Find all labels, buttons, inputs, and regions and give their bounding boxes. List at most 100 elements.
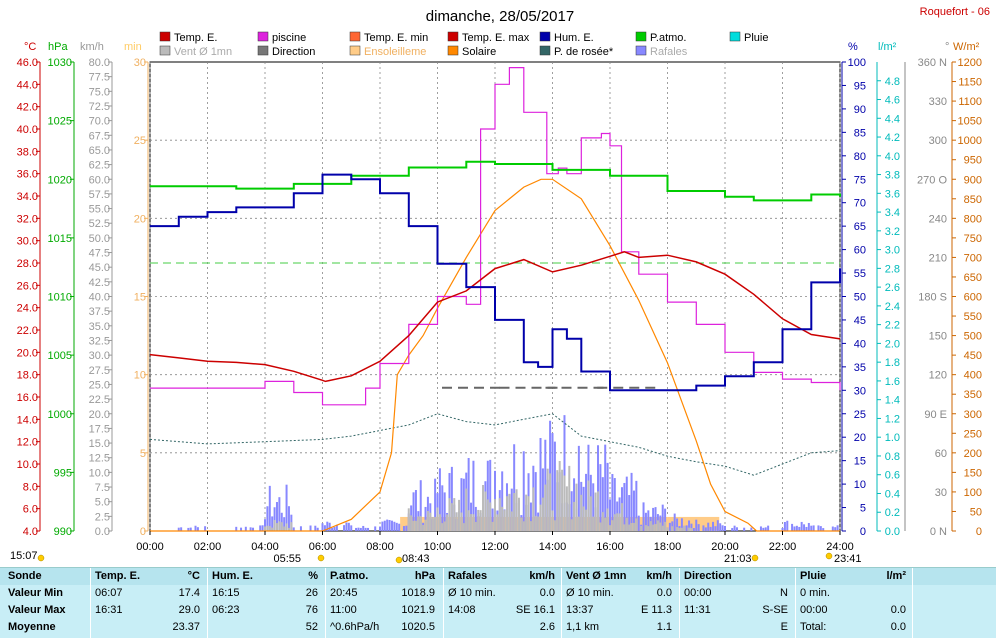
- header-raf-unit: km/h: [529, 570, 555, 582]
- table-cell-dir-t: 00:00: [684, 587, 712, 599]
- tick-solar: 700: [964, 252, 982, 264]
- tick-minutes: 30: [134, 57, 146, 69]
- tick-solar: 950: [964, 155, 982, 167]
- table-cell-vent-v: E 11.3: [641, 604, 672, 616]
- tick-temp: 42.0: [17, 102, 38, 114]
- tick-wind: 5.0: [95, 497, 110, 509]
- table-cell-dir-t: 11:31: [684, 604, 711, 616]
- tick-temp: 8.0: [23, 481, 38, 493]
- tick-hum: 70: [854, 198, 866, 210]
- x-tick-label: 02:00: [194, 541, 222, 553]
- series-tempe: [149, 251, 841, 383]
- header-press: P.atmo.: [330, 570, 369, 582]
- x-tick-label: 14:00: [539, 541, 567, 553]
- legend-label: Solaire: [462, 46, 496, 58]
- table-cell-hum-t: 06:23: [212, 604, 240, 616]
- x-tick-label: 10:00: [424, 541, 452, 553]
- legend: Temp. E. piscine Temp. E. min Temp. E. max H…: [159, 31, 768, 58]
- legend-label: Hum. E.: [554, 32, 594, 44]
- tick-temp: 4.0: [23, 526, 38, 538]
- tick-temp: 16.0: [17, 392, 38, 404]
- tick-rain: 2.2: [885, 320, 900, 332]
- legend-label: Vent Ø 1mn: [174, 46, 232, 58]
- tick-dir: 60: [935, 448, 947, 460]
- table-cell-dir-v: N: [780, 587, 788, 599]
- tick-temp: 18.0: [17, 370, 38, 382]
- x-tick-label: 18:00: [654, 541, 682, 553]
- tick-wind: 72.5: [89, 101, 110, 113]
- legend-swatch: [539, 31, 551, 42]
- tick-wind: 50.0: [89, 233, 110, 245]
- tick-rain: 4.6: [885, 95, 900, 107]
- tick-wind: 57.5: [89, 189, 110, 201]
- tick-temp: 36.0: [17, 169, 38, 181]
- weather-chart: dimanche, 28/05/2017 Roquefort - 06 Temp…: [10, 6, 990, 565]
- header-temp: Temp. E.: [95, 570, 141, 582]
- chart-title: dimanche, 28/05/2017: [426, 8, 574, 25]
- header-dir: Direction: [684, 570, 732, 582]
- tick-hum: 5: [860, 503, 866, 515]
- tick-solar: 150: [964, 467, 982, 479]
- tick-hum: 60: [854, 245, 866, 257]
- tick-hum: 20: [854, 432, 866, 444]
- axis-unit-dir: °: [945, 41, 949, 53]
- tick-minutes: 0: [140, 526, 146, 538]
- tick-wind: 32.5: [89, 335, 110, 347]
- tick-solar: 900: [964, 174, 982, 186]
- tick-hum: 90: [854, 104, 866, 116]
- tick-rain: 3.6: [885, 188, 900, 200]
- table-cell-press-v: 1021.9: [401, 604, 435, 616]
- table-cell-hum-v: 26: [305, 587, 318, 599]
- tick-hum: 100: [848, 57, 866, 69]
- header-hum: Hum. E.: [212, 570, 253, 582]
- header-hum-unit: %: [308, 570, 318, 582]
- table-cell-press-t: ^0.6hPa/h: [330, 621, 380, 633]
- tick-wind: 37.5: [89, 306, 110, 318]
- tick-wind: 47.5: [89, 248, 110, 260]
- header-temp-unit: °C: [187, 570, 200, 582]
- tick-wind: 62.5: [89, 160, 110, 172]
- tick-rain: 1.2: [885, 413, 900, 425]
- table-cell-pluie-t: Total:: [800, 621, 827, 633]
- tick-hum: 35: [854, 362, 866, 374]
- table-cell-label: Valeur Min: [8, 587, 64, 599]
- legend-swatch: [257, 31, 269, 42]
- time-markers: 15:07 05:55 08:43 21:03 23:41: [10, 550, 862, 565]
- x-axis: 00:00 02:00 04:00 06:00 08:00 10:00 12:00 14:00…: [136, 531, 854, 553]
- tick-rain: 4.8: [885, 76, 900, 88]
- sun-icon: [395, 556, 403, 564]
- tick-hum: 40: [854, 338, 866, 350]
- station-name: Roquefort - 06: [920, 6, 990, 18]
- table-cell-hum-v: 52: [305, 621, 318, 633]
- tick-dir: 270 O: [917, 174, 947, 186]
- legend-swatch: [349, 31, 361, 42]
- legend-swatch: [349, 45, 361, 56]
- tick-dir: 240: [929, 213, 947, 225]
- axis-unit-rain: l/m²: [878, 41, 897, 53]
- tick-rain: 2.6: [885, 282, 900, 294]
- table-cell-pluie-t: 0 min.: [800, 587, 830, 599]
- table-cell-raf-v: SE 16.1: [515, 604, 555, 616]
- tick-wind: 12.5: [89, 453, 110, 465]
- tick-dir: 300: [929, 135, 947, 147]
- table-cell-raf-t: Ø 10 min.: [448, 587, 496, 599]
- table-cell-raf-v: 2.6: [539, 621, 555, 633]
- table-cell-vent-t: 13:37: [566, 604, 594, 616]
- header-sonde: Sonde: [8, 570, 42, 582]
- legend-label: Rafales: [650, 46, 688, 58]
- tick-temp: 26.0: [17, 280, 38, 292]
- table-cell-label: Valeur Max: [8, 604, 66, 616]
- table-cell-label: Moyenne: [8, 621, 56, 633]
- x-tick-label: 20:00: [711, 541, 739, 553]
- header-pluie: Pluie: [800, 570, 827, 582]
- legend-swatch: [447, 31, 459, 42]
- x-tick-label: 24:00: [826, 541, 854, 553]
- marker-t3: 21:03: [724, 553, 752, 565]
- tick-wind: 75.0: [89, 86, 110, 98]
- tick-dir: 0 N: [930, 526, 947, 538]
- tick-rain: 1.8: [885, 357, 900, 369]
- tick-minutes: 20: [134, 213, 146, 225]
- tick-press: 1015: [48, 233, 72, 245]
- tick-press: 1010: [48, 292, 72, 304]
- legend-swatch: [447, 45, 459, 56]
